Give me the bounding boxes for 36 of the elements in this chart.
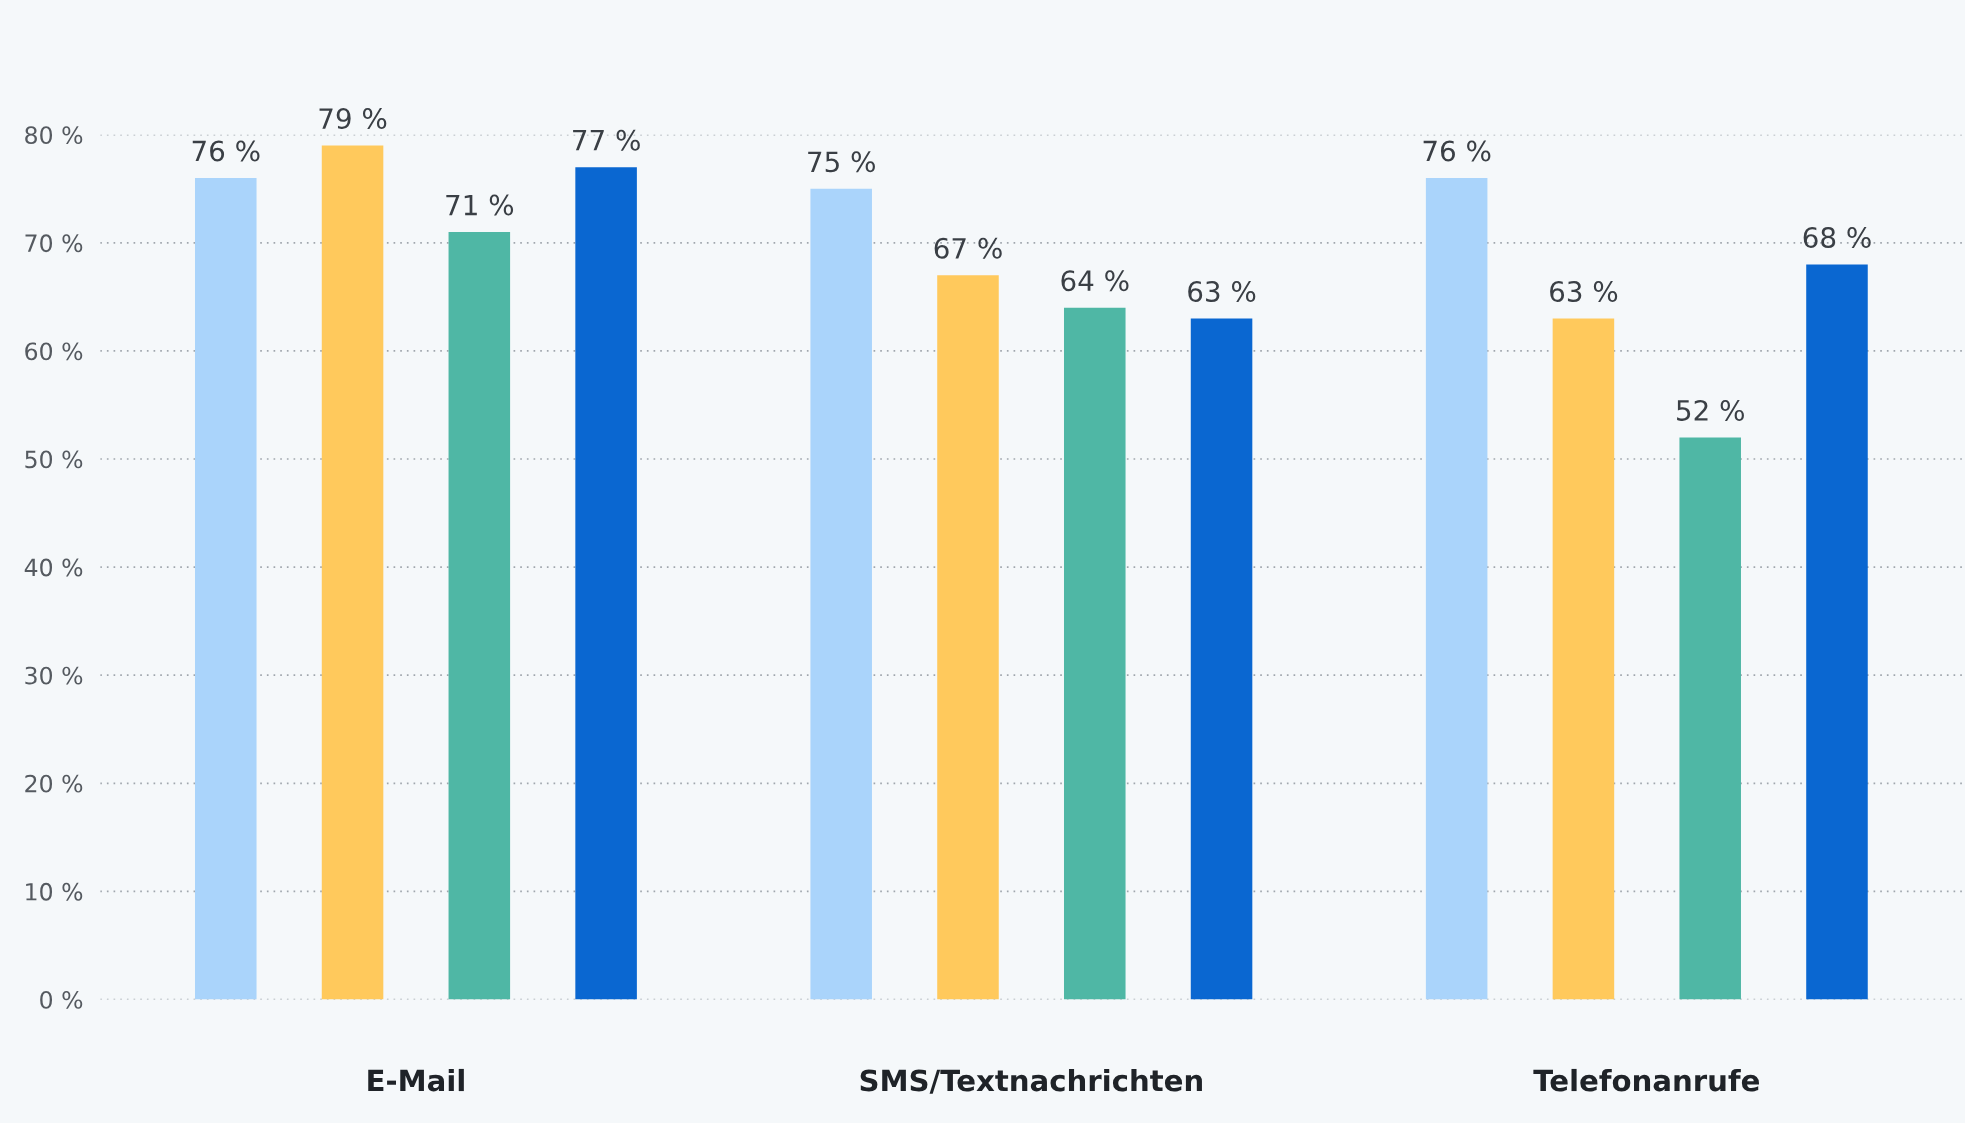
data-label: 63 % [1550,281,1618,303]
bar [1806,264,1868,1000]
y-tick-label: 80 % [25,126,83,145]
y-tick-label: 30 % [25,666,83,685]
bar [1063,307,1126,1000]
bar [448,232,511,1000]
bar [1679,437,1741,1000]
data-label: 75 % [808,151,875,173]
data-label: 64 % [1061,270,1129,292]
bar [810,188,872,1000]
bar [937,275,999,1000]
data-label: 76 % [1423,140,1491,162]
data-label: 68 % [1803,226,1871,248]
y-tick-label: 50 % [25,450,83,469]
y-tick-label: 10 % [26,882,83,901]
data-label: 77 % [573,129,640,151]
bar [321,145,384,1000]
y-tick-label: 70 % [25,234,83,253]
data-label: 79 % [319,108,387,130]
data-label: 76 % [192,140,260,162]
x-tick-label: SMS/Textnachrichten [860,1068,1202,1094]
y-tick-label: 20 % [25,774,83,793]
data-label: 52 % [1677,399,1744,421]
data-label: 63 % [1188,281,1256,303]
bar [194,178,257,1000]
bar [1425,178,1488,1000]
bar [1552,318,1615,1000]
data-label: 71 % [446,194,514,216]
y-tick-label: 60 % [25,342,83,361]
data-label: 67 % [934,237,1002,259]
y-tick-label: 0 % [40,990,83,1009]
bar [1190,318,1253,1000]
x-tick-label: Telefonanrufe [1533,1068,1759,1092]
bar [575,167,637,1000]
y-tick-label: 40 % [24,558,83,577]
x-tick-label: E-Mail [368,1068,464,1092]
